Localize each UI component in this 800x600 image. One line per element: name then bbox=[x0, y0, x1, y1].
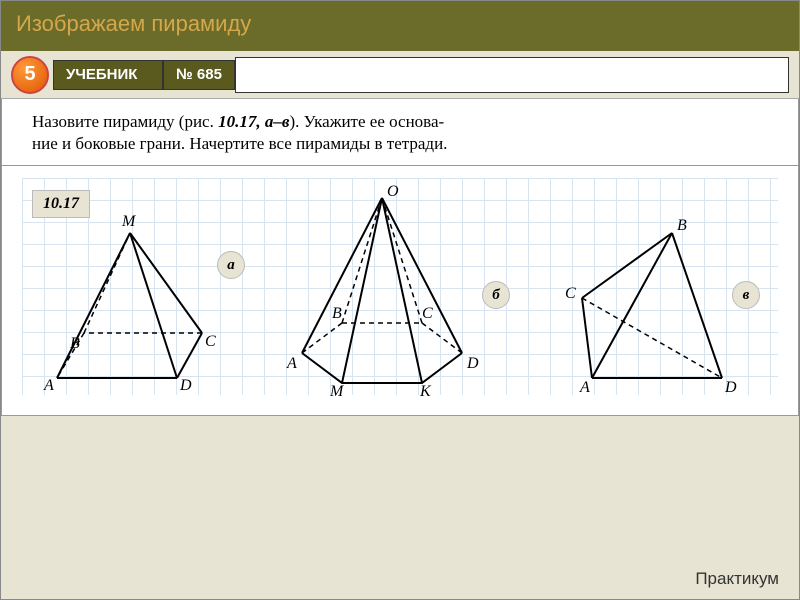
label-vD: D bbox=[724, 379, 737, 396]
label-bM: M bbox=[329, 383, 345, 398]
toolbar: 5 УЧЕБНИК № 685 bbox=[1, 51, 799, 99]
label-vB: B bbox=[677, 217, 687, 234]
q-part1-end: ). Укажите ее основа- bbox=[289, 112, 444, 131]
header-bar: Изображаем пирамиду bbox=[1, 1, 799, 51]
label-bK: K bbox=[419, 383, 432, 398]
pyramid-a: M A B C D bbox=[43, 213, 216, 394]
pyramid-b: O A B C D K M bbox=[286, 183, 479, 398]
label-O: O bbox=[387, 183, 399, 200]
label-bA: A bbox=[286, 355, 297, 372]
label-vA: A bbox=[579, 379, 590, 396]
label-bD: D bbox=[466, 355, 479, 372]
empty-field bbox=[235, 57, 789, 93]
q-ref: 10.17, а–в bbox=[218, 112, 289, 131]
label-bB: B bbox=[332, 305, 342, 322]
label-vC: C bbox=[565, 285, 576, 302]
q-line2: ние и боковые грани. Начертите все пирам… bbox=[32, 134, 447, 153]
label-bC: C bbox=[422, 305, 433, 322]
label-A: A bbox=[43, 377, 54, 394]
label-B: B bbox=[70, 335, 80, 352]
pyramids-svg: M A B C D O bbox=[22, 178, 782, 398]
footer-label: Практикум bbox=[695, 569, 779, 589]
pyramid-v: B A C D bbox=[565, 217, 737, 396]
question-text: Назовите пирамиду (рис. 10.17, а–в). Ука… bbox=[1, 99, 799, 166]
content-area: Назовите пирамиду (рис. 10.17, а–в). Ука… bbox=[1, 99, 799, 416]
q-part1: Назовите пирамиду (рис. bbox=[32, 112, 218, 131]
textbook-label: УЧЕБНИК bbox=[53, 60, 163, 90]
label-C: C bbox=[205, 333, 216, 350]
diagram-container: 10.17 а б в M A B C D bbox=[1, 166, 799, 416]
label-M: M bbox=[121, 213, 137, 230]
label-D: D bbox=[179, 377, 192, 394]
step-badge-icon: 5 bbox=[11, 56, 49, 94]
page-title: Изображаем пирамиду bbox=[16, 11, 784, 37]
problem-number-label: № 685 bbox=[163, 60, 235, 90]
